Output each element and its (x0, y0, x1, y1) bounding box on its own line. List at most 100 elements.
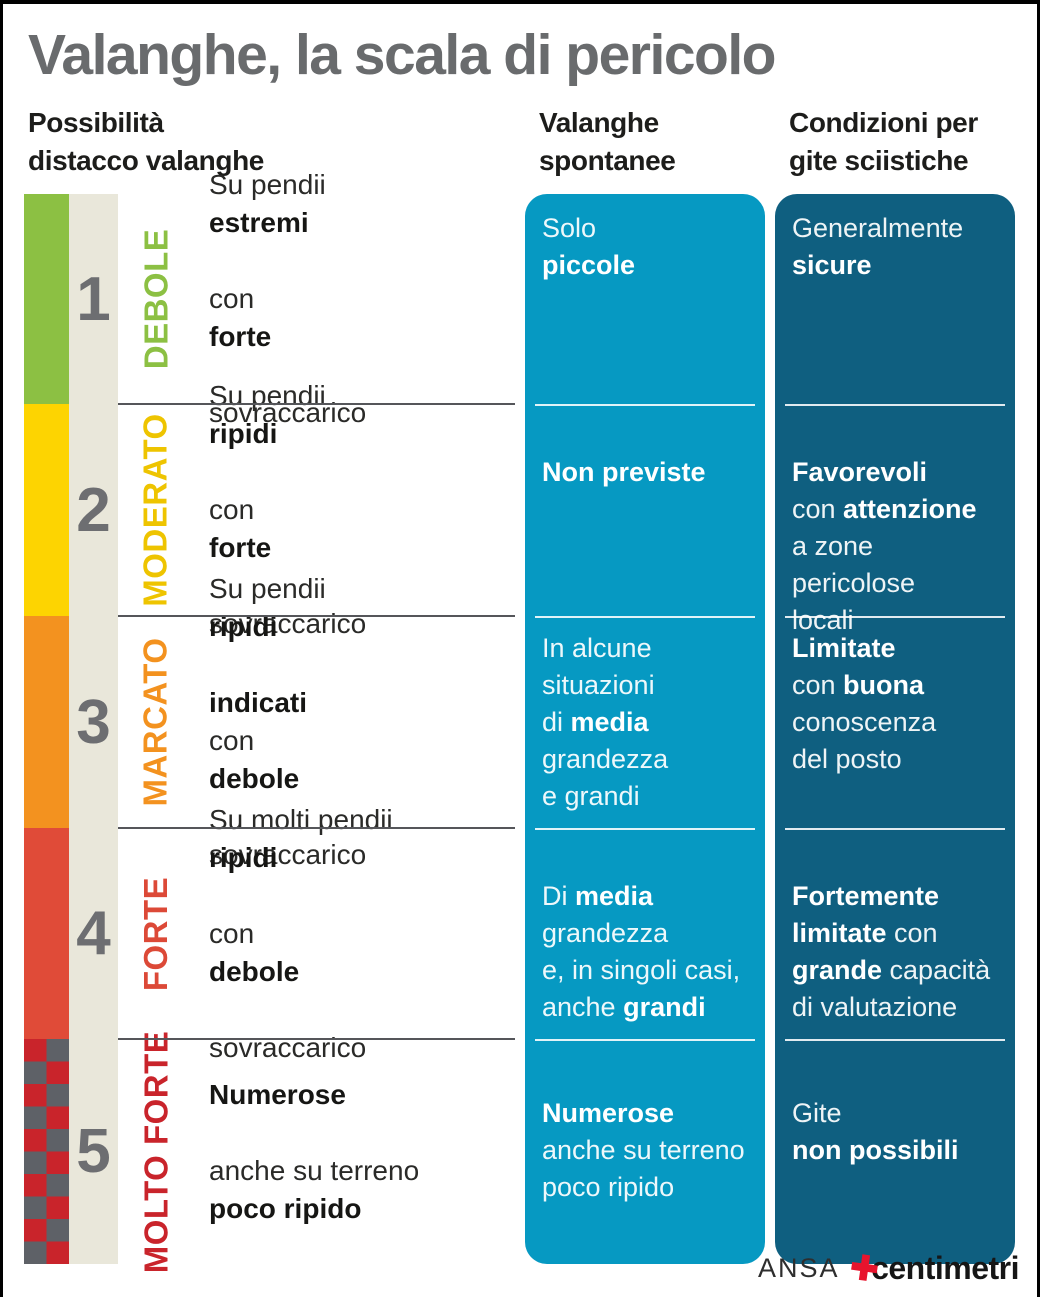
text-segment: ripidi (209, 611, 278, 642)
conditions-cell-3: Limitate con buona conoscenza del posto (775, 616, 1015, 828)
trigger-description: Su pendii ripidi indicati con debole sov… (209, 573, 517, 870)
spontaneous-cell-1: Solo piccole (525, 194, 765, 404)
spontaneous-cell-3: In alcune situazioni di media grandezza … (525, 616, 765, 828)
column-header-trigger-possibility: Possibilità distacco valanghe (28, 107, 264, 176)
text-segment: ripidi (209, 841, 278, 873)
text-segment: estremi (209, 207, 309, 238)
text-segment: non possibili (792, 1135, 959, 1165)
text-segment: debole (209, 955, 300, 987)
conditions-cell-1: Generalmente sicure (775, 194, 1015, 404)
text-segment: con (209, 283, 255, 314)
spontaneous-cell-4: Di media grandezza e, in singoli casi, a… (525, 828, 765, 1039)
danger-level-number: 5 (76, 1117, 111, 1186)
text-segment: anche su terreno (209, 1154, 420, 1186)
column-header-ski-trip-conditions: Condizioni per gite sciistiche (789, 107, 978, 176)
spontaneous-cell-5: Numerose anche su terreno poco ripido (525, 1039, 765, 1264)
text-segment: Su pendii (209, 573, 326, 604)
text-segment: sovraccarico (209, 608, 367, 639)
text-segment (209, 646, 517, 684)
danger-level-cell-5: 5 (69, 1039, 118, 1264)
severity-label: MODERATO (137, 413, 175, 607)
text-segment: sovraccarico (209, 839, 367, 870)
scale-row-5: 5 MOLTO FORTE Numerose anche su terreno … (3, 1030, 525, 1273)
text-segment: Su molti pendii (209, 803, 393, 835)
spontaneous-cell-2: Non previste (525, 404, 765, 616)
text-segment: sovraccarico (209, 397, 367, 428)
danger-level-cell-1: 1 (69, 194, 118, 404)
text-segment: Su pendii (209, 169, 326, 200)
scale-row-3: 3 MARCATO Su pendii ripidi indicati con … (3, 573, 525, 870)
centimetri-plus-icon: ✚ (847, 1247, 881, 1290)
text-segment: buona (843, 670, 925, 700)
text-segment: conoscenza del posto (792, 707, 937, 774)
scale-row-4: 4 FORTE Su molti pendii ripidi con debol… (3, 804, 525, 1063)
text-segment: media (575, 881, 654, 911)
danger-level-cell-4: 4 (69, 828, 118, 1039)
severity-label-wrap-4: FORTE (127, 828, 185, 1039)
danger-level-number: 3 (76, 687, 111, 757)
text-segment: Limitate (792, 633, 896, 663)
conditions-cell-5: Gite non possibili (775, 1039, 1015, 1264)
danger-level-number: 1 (76, 264, 111, 334)
text-segment: grandi (623, 992, 706, 1022)
text-segment: Fortemente limitate (792, 881, 940, 948)
severity-label: MOLTO FORTE (137, 1030, 174, 1273)
trigger-description: Su molti pendii ripidi con debole sovrac… (209, 804, 517, 1063)
text-segment: ripidi (209, 418, 278, 449)
credits: ANSA ✚ centimetri (758, 1247, 1019, 1290)
danger-color-bar-1 (24, 194, 69, 404)
text-segment: con (894, 918, 938, 948)
scale-row-2: 2 MODERATO Su pendii ripidi con forte so… (3, 380, 525, 639)
text-segment: Favorevoli (792, 457, 928, 487)
severity-label: MARCATO (137, 637, 175, 807)
text-segment: grandezza e grandi (542, 744, 669, 811)
text-segment: con (209, 725, 255, 756)
severity-label-wrap-3: MARCATO (127, 616, 185, 828)
page-title: Valanghe, la scala di pericolo (28, 23, 777, 87)
text-segment: Numerose (209, 1078, 346, 1110)
text-segment: debole (209, 763, 300, 794)
danger-color-bar-2 (24, 404, 69, 616)
text-segment: a zone pericolose locali (792, 531, 916, 635)
conditions-cell-4: Fortemente limitate con grande capacità … (775, 828, 1015, 1039)
ski-trip-conditions-column: Generalmente sicure Favorevoli con atten… (775, 194, 1015, 1264)
danger-level-cell-2: 2 (69, 404, 118, 616)
danger-color-bar-4 (24, 828, 69, 1039)
severity-label-wrap-1: DEBOLE (127, 194, 185, 404)
text-segment: con (792, 494, 836, 524)
trigger-description: Su pendii ripidi con forte sovraccarico (209, 380, 517, 639)
danger-color-bar-5-checkered (24, 1039, 69, 1264)
text-segment: sicure (792, 250, 872, 280)
text-segment: piccole (542, 250, 636, 280)
severity-label: DEBOLE (137, 228, 175, 370)
text-segment: Solo (542, 213, 597, 243)
text-segment: forte (209, 321, 272, 352)
text-segment: In alcune situazioni di (542, 633, 655, 737)
centimetri-logo: centimetri (871, 1250, 1019, 1286)
text-segment: con (209, 494, 255, 525)
text-segment: Su pendii (209, 380, 326, 411)
text-segment: sovraccarico (209, 1031, 367, 1063)
trigger-description: Su pendii estremi con forte sovraccarico (209, 169, 517, 428)
text-segment: media (570, 707, 649, 737)
text-segment: forte (209, 532, 272, 563)
text-segment: poco ripido (209, 1192, 362, 1224)
text-segment: Gite (792, 1098, 842, 1128)
danger-level-number: 4 (76, 899, 111, 968)
ansa-logo: ANSA (758, 1253, 840, 1283)
danger-level-number: 2 (76, 475, 111, 545)
danger-scale-rows: 1 DEBOLE Su pendii estremi con forte sov… (3, 169, 525, 1273)
scale-row-1: 1 DEBOLE Su pendii estremi con forte sov… (3, 169, 525, 428)
column-header-spontaneous-avalanches: Valanghe spontanee (539, 107, 676, 176)
text-segment: grande (792, 955, 883, 985)
text-segment: grandezza e, in singoli casi, anche (542, 918, 741, 1022)
severity-label: FORTE (137, 876, 175, 991)
text-segment: anche su terreno poco ripido (542, 1135, 745, 1202)
text-segment: attenzione (843, 494, 977, 524)
text-segment: indicati (209, 687, 308, 718)
conditions-cell-2: Favorevoli con attenzione a zone pericol… (775, 404, 1015, 634)
severity-label-wrap-5: MOLTO FORTE (127, 1030, 185, 1273)
text-segment: capacità di valutazione (792, 955, 991, 1022)
text-segment: con (209, 917, 255, 949)
text-segment: Di (542, 881, 575, 911)
